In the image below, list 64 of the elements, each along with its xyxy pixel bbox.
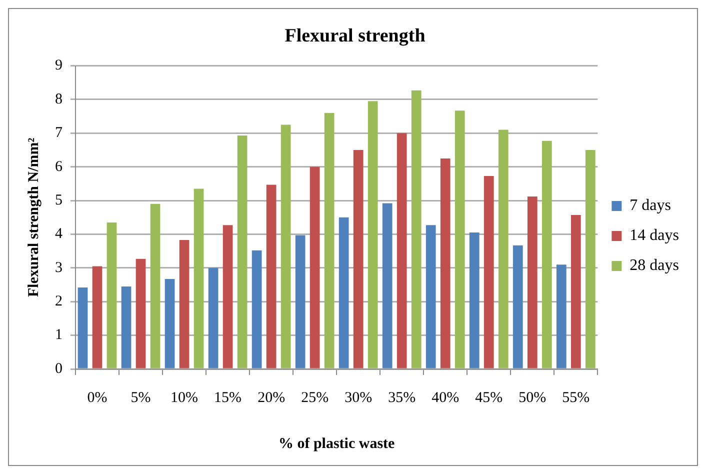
x-tick-label: 45% — [475, 390, 503, 406]
y-tick-label: 7 — [55, 125, 63, 142]
bar — [106, 222, 117, 368]
y-tick-label: 6 — [55, 158, 63, 175]
bar — [454, 110, 465, 368]
bar — [382, 203, 392, 368]
y-tick-label: 2 — [55, 294, 62, 310]
bar — [194, 188, 204, 368]
y-tick-label: 9 — [55, 58, 62, 74]
legend-label: 28 days — [630, 257, 679, 274]
bar — [280, 124, 291, 368]
bar — [440, 158, 450, 368]
bar — [556, 264, 566, 368]
bar — [222, 225, 233, 368]
bar — [368, 101, 378, 368]
bar — [121, 286, 132, 368]
x-tick-label: 40% — [432, 390, 460, 406]
x-axis-title: % of plastic waste — [278, 436, 396, 452]
bar — [512, 245, 523, 368]
bar — [252, 250, 262, 368]
y-tick-label: 1 — [55, 327, 62, 344]
bar — [164, 279, 175, 368]
bar — [266, 184, 276, 368]
bar — [396, 133, 407, 368]
bar — [295, 235, 306, 368]
x-tick-label: 10% — [170, 390, 198, 406]
bar — [208, 268, 218, 368]
y-axis-title: Flexural strength N/mm² — [26, 137, 42, 297]
bar — [426, 225, 436, 368]
bar — [498, 130, 508, 368]
bar — [150, 204, 160, 368]
bar — [338, 217, 349, 368]
bar — [411, 90, 422, 368]
x-tick-label: 35% — [388, 390, 416, 406]
bar — [484, 176, 494, 368]
bar — [136, 258, 146, 368]
x-tick-label: 0% — [87, 390, 108, 406]
bar — [469, 232, 480, 368]
x-tick-label: 30% — [344, 390, 372, 406]
x-tick-label: 50% — [518, 390, 546, 406]
x-tick-label: 55% — [562, 390, 590, 406]
bar — [237, 136, 248, 368]
bar — [92, 266, 102, 368]
y-tick-label: 0 — [55, 360, 62, 377]
legend-label: 7 days — [630, 197, 671, 214]
bar — [585, 150, 596, 368]
x-tick-label: 25% — [301, 390, 329, 406]
y-tick-label: 5 — [55, 192, 62, 208]
y-tick-label: 8 — [55, 91, 62, 108]
bar — [78, 287, 88, 368]
bar — [353, 150, 364, 368]
y-tick-label: 3 — [55, 260, 62, 276]
bar — [310, 166, 320, 368]
bar — [570, 215, 581, 368]
bar — [542, 140, 552, 368]
y-tick-label: 4 — [55, 226, 63, 242]
legend-label: 14 days — [630, 227, 679, 244]
bar — [179, 240, 190, 368]
bar — [527, 196, 538, 368]
x-tick-label: 15% — [214, 390, 242, 406]
x-tick-label: 20% — [258, 390, 286, 406]
bar — [324, 112, 334, 368]
chart-title: Flexural strength — [284, 25, 426, 46]
x-tick-label: 5% — [130, 390, 151, 406]
